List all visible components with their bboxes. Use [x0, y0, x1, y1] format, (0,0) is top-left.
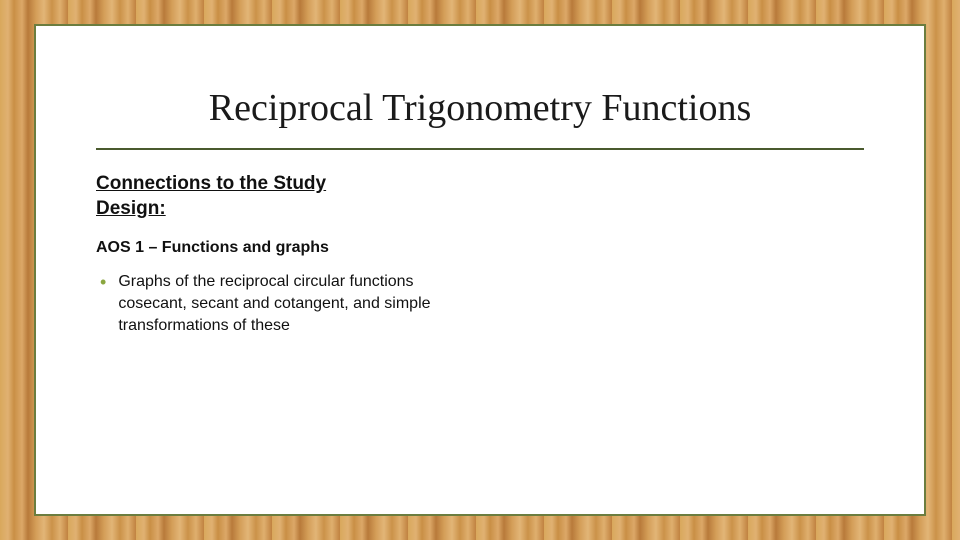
bullet-icon: •: [100, 271, 106, 294]
slide-title: Reciprocal Trigonometry Functions: [96, 86, 864, 130]
bullet-item: • Graphs of the reciprocal circular func…: [96, 271, 456, 336]
slide-subtitle: Connections to the Study Design:: [96, 172, 396, 221]
slide-card: Reciprocal Trigonometry Functions Connec…: [34, 24, 926, 516]
section-label: AOS 1 – Functions and graphs: [96, 239, 864, 257]
bullet-text: Graphs of the reciprocal circular functi…: [118, 271, 456, 336]
divider-rule: [96, 148, 864, 150]
